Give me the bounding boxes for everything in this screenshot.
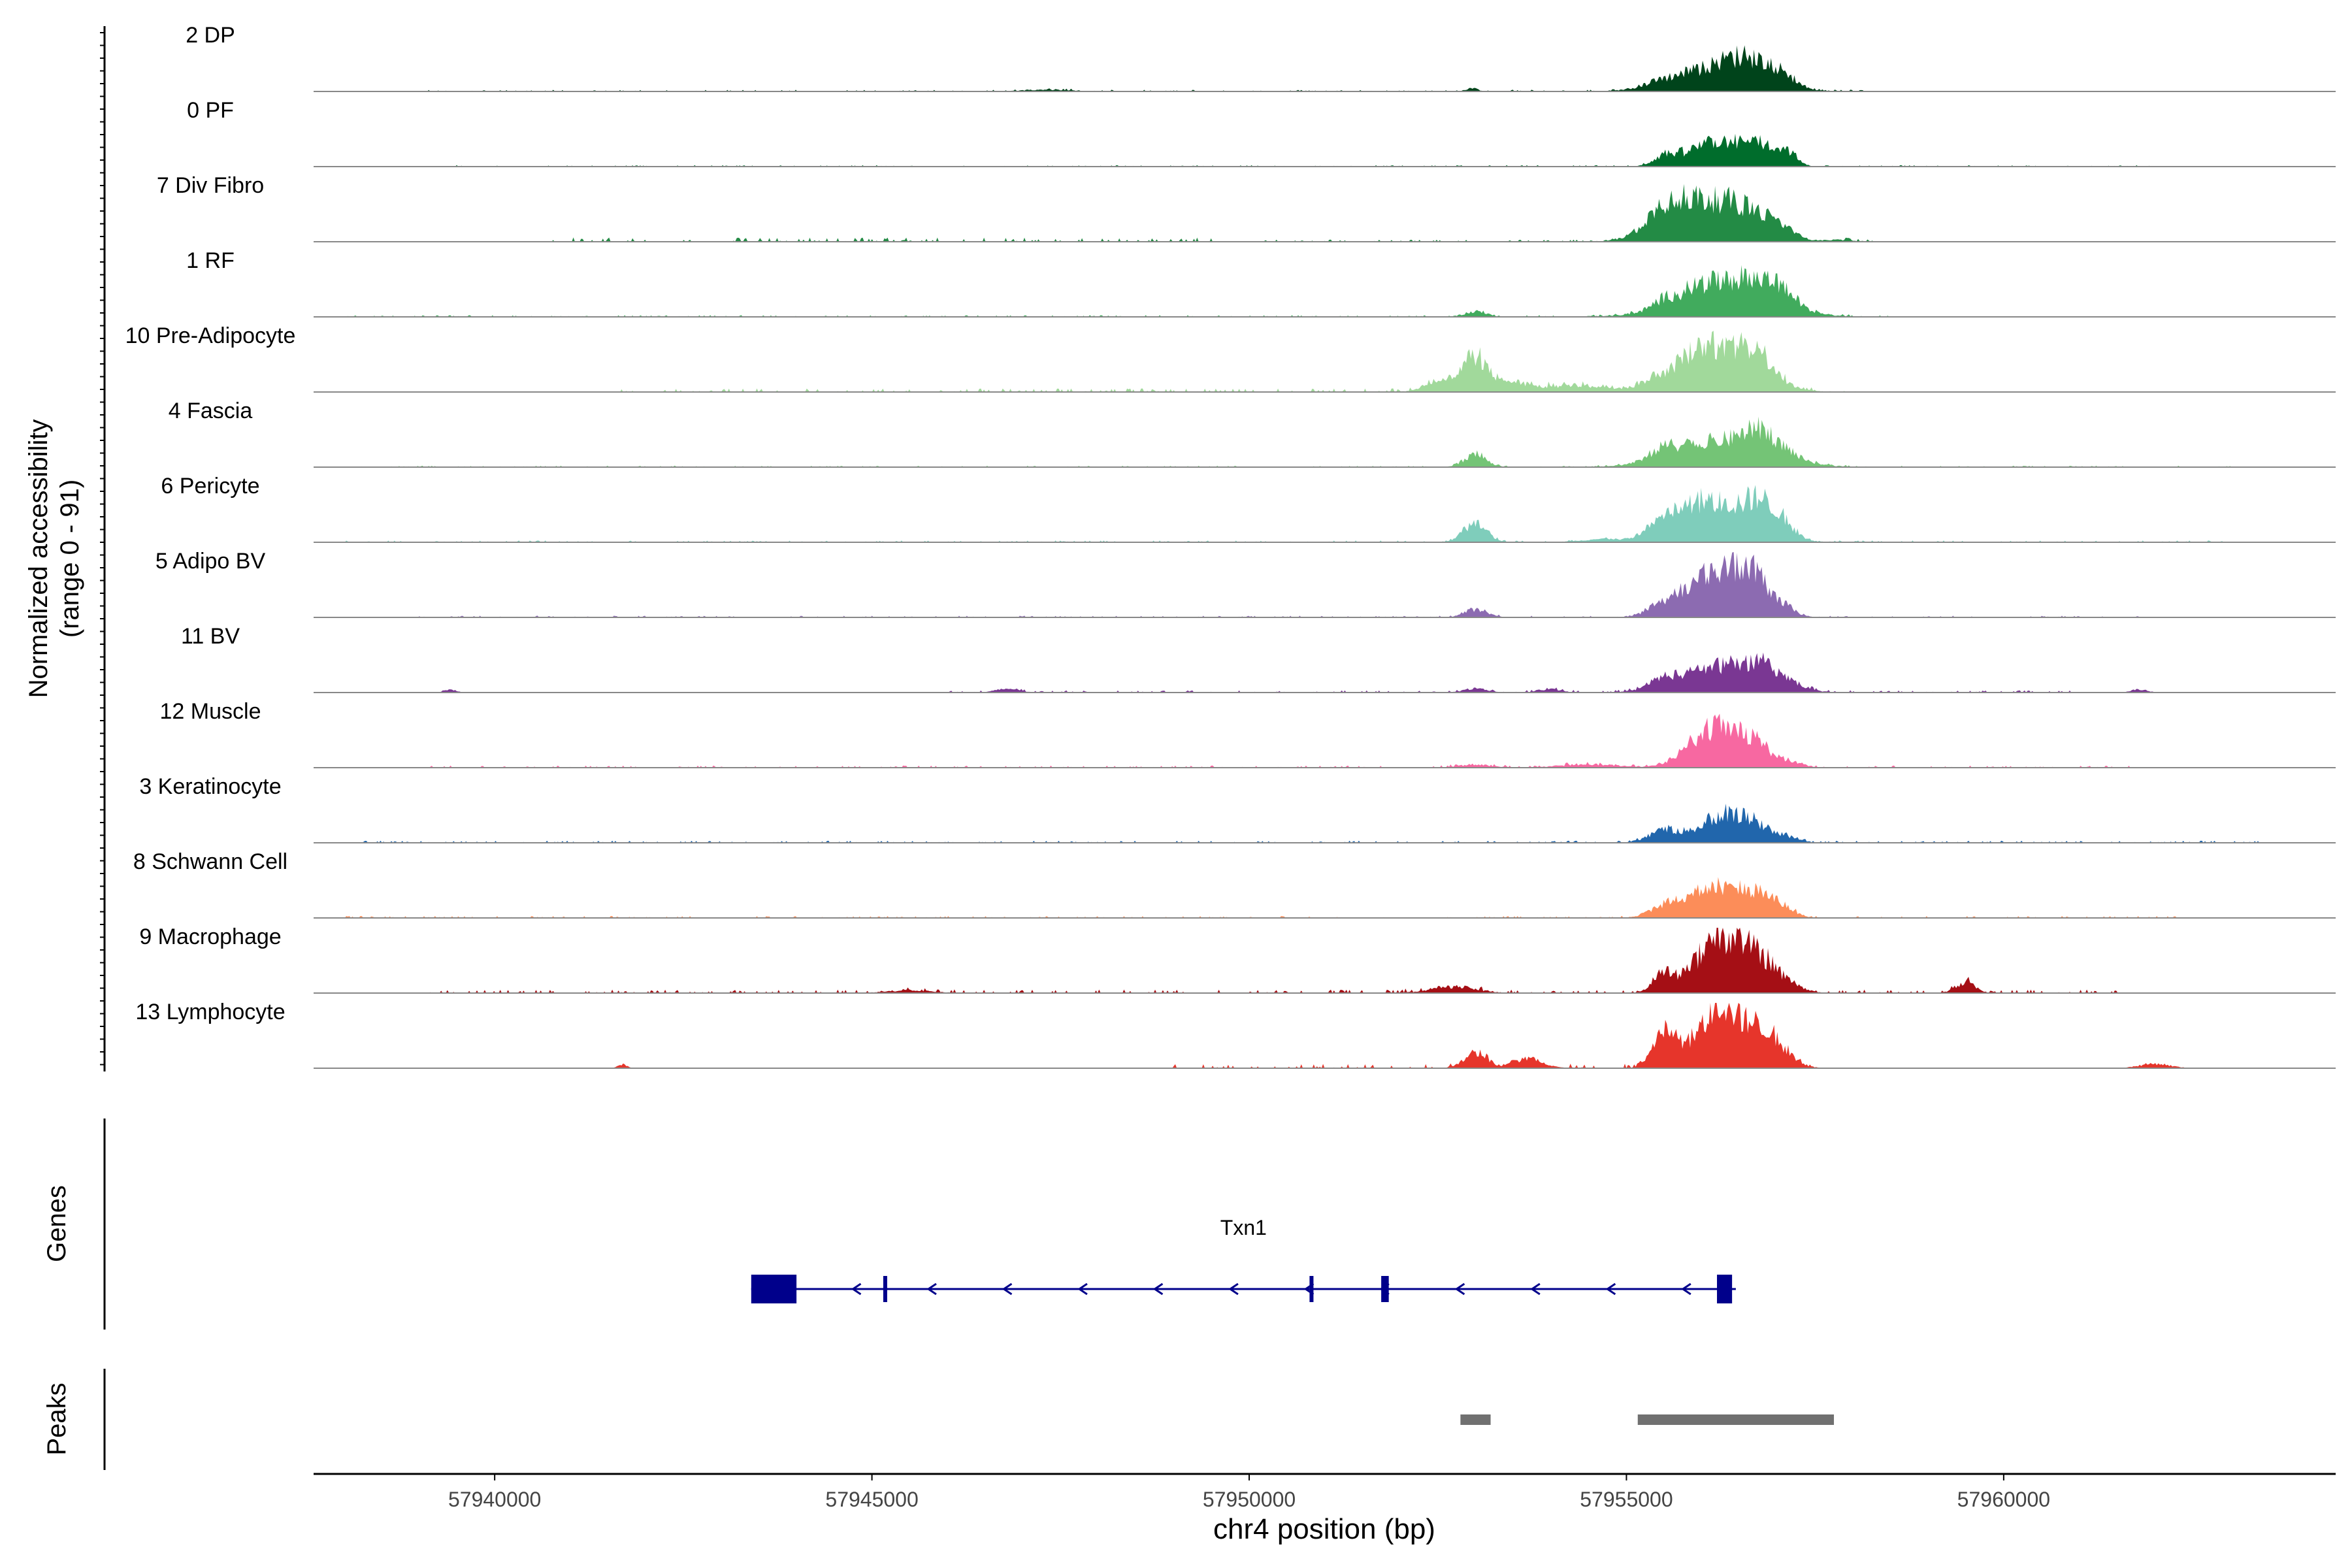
track-label: 8 Schwann Cell (133, 849, 287, 874)
coverage-area (314, 416, 2336, 467)
coverage-area (314, 265, 2336, 317)
coverage-area (314, 928, 2336, 993)
peak-region (1460, 1414, 1491, 1425)
x-tick-label: 57960000 (1957, 1488, 2050, 1511)
peak-region (1637, 1414, 1835, 1425)
genes-panel-label: Genes (42, 1185, 71, 1262)
strand-arrow-icon (1077, 1282, 1088, 1296)
x-tick-label: 57945000 (825, 1488, 918, 1511)
track-2-dp: 2 DP (186, 23, 2336, 92)
strand-arrow-icon (1002, 1282, 1013, 1296)
track-label: 1 RF (186, 248, 235, 273)
coverage-area (314, 184, 2336, 242)
y-axis-label-line2: (range 0 - 91) (56, 480, 84, 638)
coverage-area (314, 652, 2336, 693)
peaks-panel-label: Peaks (42, 1382, 71, 1455)
track-label: 5 Adipo BV (155, 549, 266, 574)
track-10-pre-adipocyte: 10 Pre-Adipocyte (125, 323, 2336, 393)
gene-name-label: Txn1 (1220, 1216, 1267, 1239)
gene-exon (751, 1275, 797, 1303)
gene-exon (1309, 1276, 1314, 1302)
track-3-keratinocyte: 3 Keratinocyte (139, 774, 2336, 843)
track-7-div-fibro: 7 Div Fibro (157, 173, 2336, 242)
track-0-pf: 0 PF (187, 98, 2336, 167)
gene-exon (883, 1276, 887, 1302)
gene-exon (1381, 1276, 1389, 1302)
track-6-pericyte: 6 Pericyte (161, 474, 2336, 543)
coverage-y-axis (100, 26, 106, 1071)
strand-arrow-icon (1605, 1282, 1616, 1296)
x-axis: 57940000 57945000 57950000 57955000 57960000 (314, 1473, 2336, 1511)
track-5-adipo-bv: 5 Adipo BV (155, 549, 2336, 618)
track-label: 10 Pre-Adipocyte (125, 323, 296, 348)
track-13-lymphocyte: 13 Lymphocyte (135, 1000, 2336, 1069)
track-label: 4 Fascia (169, 399, 253, 423)
gene-track: Txn1 (751, 1216, 1736, 1303)
track-8-schwann-cell: 8 Schwann Cell (133, 849, 2336, 919)
strand-arrow-icon (851, 1282, 862, 1296)
track-1-rf: 1 RF (186, 248, 2336, 318)
track-label: 3 Keratinocyte (139, 774, 281, 799)
coverage-area (314, 45, 2336, 91)
coverage-tracks: 2 DP 0 PF 7 Div Fibro 1 RF 10 Pre-Adipocyte 4… (125, 23, 2336, 1069)
strand-arrow-icon (1228, 1282, 1239, 1296)
track-9-macrophage: 9 Macrophage (139, 924, 2336, 994)
coverage-area (314, 877, 2336, 918)
strand-arrow-icon (1454, 1282, 1465, 1296)
strand-arrow-icon (1530, 1282, 1541, 1296)
track-label: 2 DP (186, 23, 235, 48)
track-label: 13 Lymphocyte (135, 1000, 285, 1024)
track-label: 12 Muscle (160, 699, 261, 724)
gene-exon (1717, 1275, 1733, 1303)
y-axis-label-line1: Normalized accessibility (24, 419, 53, 698)
strand-arrow-icon (926, 1282, 937, 1296)
coverage-area (314, 485, 2336, 542)
coverage-area (314, 1003, 2336, 1068)
x-tick-label: 57955000 (1580, 1488, 1673, 1511)
x-axis-title: chr4 position (bp) (1213, 1513, 1435, 1545)
track-11-bv: 11 BV (181, 624, 2336, 693)
track-4-fascia: 4 Fascia (169, 399, 2336, 468)
track-label: 11 BV (181, 624, 240, 649)
peak-track (1460, 1414, 1835, 1425)
strand-arrow-icon (1152, 1282, 1164, 1296)
coverage-area (314, 133, 2336, 167)
strand-arrow-icon (1681, 1282, 1691, 1296)
x-tick-label: 57950000 (1203, 1488, 1296, 1511)
track-label: 7 Div Fibro (157, 173, 264, 198)
track-12-muscle: 12 Muscle (160, 699, 2336, 768)
x-tick-label: 57940000 (448, 1488, 541, 1511)
coverage-area (314, 552, 2336, 617)
track-label: 6 Pericyte (161, 474, 259, 498)
track-label: 0 PF (187, 98, 234, 123)
coverage-area (314, 804, 2336, 843)
coverage-area (314, 713, 2336, 768)
track-label: 9 Macrophage (139, 924, 281, 949)
coverage-area (314, 331, 2336, 392)
